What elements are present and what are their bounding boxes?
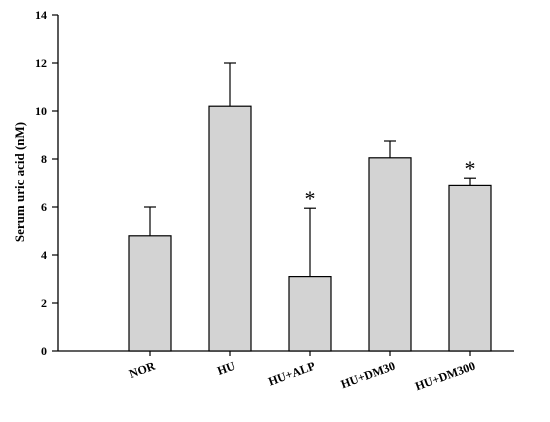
y-tick-label: 6 bbox=[41, 200, 47, 214]
bar bbox=[288, 276, 332, 352]
y-tick-label: 2 bbox=[41, 296, 47, 310]
x-tick-label: HU+DM300 bbox=[413, 359, 477, 394]
y-axis-title: Serum uric acid (nM) bbox=[12, 122, 27, 242]
y-tick-label: 0 bbox=[41, 344, 47, 358]
y-tick-label: 10 bbox=[35, 104, 47, 118]
significance-mark: * bbox=[305, 186, 316, 211]
y-tick-label: 8 bbox=[41, 152, 47, 166]
x-tick-label: HU bbox=[215, 359, 237, 378]
y-tick-label: 4 bbox=[41, 248, 47, 262]
x-tick-label: HU+ALP bbox=[266, 359, 317, 389]
bar bbox=[368, 157, 412, 352]
bar bbox=[448, 184, 492, 352]
x-axis bbox=[58, 350, 514, 356]
y-tick-label: 12 bbox=[35, 56, 47, 70]
x-tick-label: HU+DM30 bbox=[339, 359, 397, 392]
bar bbox=[208, 105, 252, 352]
significance-mark: * bbox=[465, 156, 476, 181]
y-tick-label: 14 bbox=[35, 8, 47, 22]
x-tick-label: NOR bbox=[127, 359, 157, 381]
bars bbox=[128, 62, 492, 352]
bar bbox=[128, 235, 172, 352]
y-axis bbox=[52, 14, 59, 352]
